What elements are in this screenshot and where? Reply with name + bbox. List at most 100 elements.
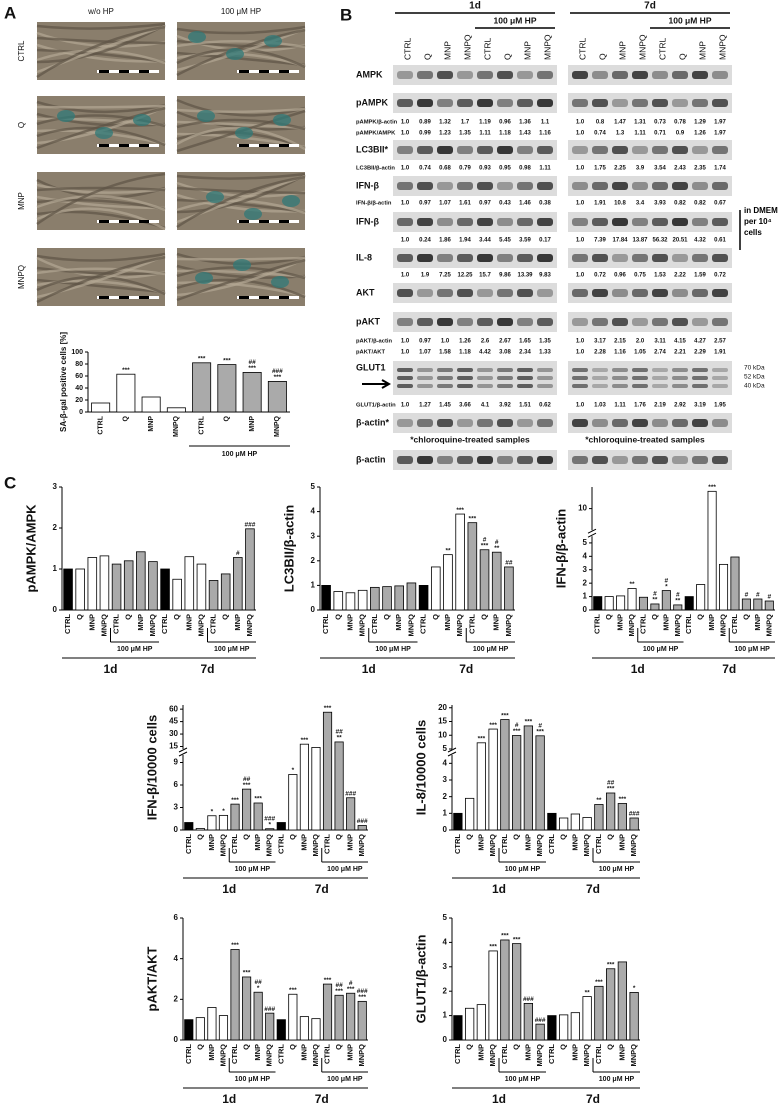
blot-band bbox=[537, 218, 553, 226]
significance-label: *** bbox=[335, 988, 343, 995]
blot-band bbox=[672, 254, 688, 262]
axis-break bbox=[178, 747, 188, 757]
blot-band bbox=[652, 254, 668, 262]
blot-strip bbox=[393, 312, 557, 332]
blot-label: LC3BII* bbox=[356, 144, 389, 154]
quant-value: 1.51 bbox=[519, 403, 531, 409]
blot-band bbox=[517, 368, 533, 372]
bar bbox=[195, 1017, 205, 1041]
group-label: 1d bbox=[492, 1092, 506, 1106]
blot-band bbox=[652, 384, 668, 388]
blot-band bbox=[537, 318, 553, 326]
blot-band bbox=[457, 318, 473, 326]
blot-band bbox=[457, 289, 473, 297]
stained-cell bbox=[133, 114, 151, 126]
x-tick-label: Q bbox=[195, 1044, 204, 1050]
blot-band bbox=[712, 289, 728, 297]
quant-value: 2.74 bbox=[654, 350, 666, 356]
significance-label: ### bbox=[357, 988, 368, 995]
blot-band bbox=[417, 456, 433, 464]
y-tick-label: 2 bbox=[443, 986, 448, 995]
significance-label: *** bbox=[607, 786, 615, 793]
significance-label: ### bbox=[245, 522, 256, 529]
marker-label: 52 kDa bbox=[744, 374, 765, 381]
significance-label: *** bbox=[231, 797, 239, 804]
group-label: 7d bbox=[586, 882, 600, 896]
cell-texture bbox=[176, 118, 306, 131]
marker-label: 40 kDa bbox=[744, 383, 765, 390]
x-tick-label: MNP bbox=[523, 834, 532, 851]
bar bbox=[453, 812, 463, 831]
x-tick-label: MNP bbox=[346, 834, 355, 851]
blot-strip bbox=[393, 248, 557, 268]
treatment-label: 100 μM HP bbox=[214, 646, 250, 653]
blot-strip bbox=[393, 93, 557, 113]
bar bbox=[311, 1018, 321, 1041]
blot-band bbox=[592, 376, 608, 380]
x-tick-label: MNPQ bbox=[357, 1044, 366, 1067]
bar bbox=[321, 585, 331, 611]
scale-bar-tick bbox=[259, 144, 269, 147]
bar bbox=[217, 364, 237, 413]
blot-band bbox=[417, 146, 433, 154]
x-tick-label: Q bbox=[465, 1044, 474, 1050]
significance-label: * bbox=[211, 808, 214, 815]
y-tick-label: 2 bbox=[311, 556, 316, 565]
scale-bar-tick bbox=[239, 70, 249, 73]
y-tick-label: 6 bbox=[174, 780, 179, 789]
blot-band bbox=[632, 182, 648, 190]
quant-value: 10.8 bbox=[614, 201, 626, 207]
bar bbox=[357, 1000, 367, 1041]
quant-value: 1.35 bbox=[459, 131, 471, 137]
quant-value: 4.32 bbox=[694, 238, 706, 244]
blot-band bbox=[632, 456, 648, 464]
blot-band bbox=[672, 182, 688, 190]
y-tick-label: 10 bbox=[438, 730, 447, 739]
blot-band bbox=[652, 368, 668, 372]
quant-value: 0.75 bbox=[634, 273, 646, 279]
bar bbox=[245, 528, 255, 611]
blot-band bbox=[477, 376, 493, 380]
blot-band bbox=[397, 71, 413, 79]
quant-value: 0.67 bbox=[714, 201, 726, 207]
x-tick-label: CTRL bbox=[97, 415, 104, 434]
blot-band bbox=[692, 218, 708, 226]
bar bbox=[299, 743, 309, 831]
quant-value: 1.76 bbox=[634, 403, 646, 409]
bar bbox=[218, 1015, 229, 1041]
x-tick-label: Q bbox=[75, 614, 84, 620]
cell-texture bbox=[176, 172, 306, 180]
significance-label: ** bbox=[337, 735, 343, 742]
quant-value: 9.83 bbox=[539, 273, 551, 279]
bar bbox=[334, 994, 344, 1041]
blot-band bbox=[437, 71, 453, 79]
x-tick-label: CTRL bbox=[276, 1044, 285, 1064]
bar bbox=[570, 1012, 581, 1041]
significance-label: *** bbox=[243, 782, 251, 789]
quant-value: 0.61 bbox=[714, 238, 726, 244]
blot-band bbox=[477, 146, 493, 154]
footnote: *chloroquine-treated samples bbox=[585, 434, 705, 444]
group-label: 1d bbox=[469, 1, 481, 12]
quant-value: 2.29 bbox=[694, 350, 706, 356]
blot-band bbox=[632, 376, 648, 380]
bar bbox=[535, 735, 545, 831]
blot-band bbox=[712, 146, 728, 154]
blot-band bbox=[437, 146, 453, 154]
significance-label: ## bbox=[607, 780, 615, 787]
y-tick-label: 5 bbox=[443, 913, 448, 922]
stained-cell bbox=[226, 48, 244, 60]
y-tick-label: 3 bbox=[443, 775, 448, 784]
blot-band bbox=[632, 419, 648, 427]
significance-label: # bbox=[236, 550, 240, 557]
blot-band bbox=[437, 254, 453, 262]
significance-label: # bbox=[767, 594, 771, 601]
blot-band bbox=[497, 99, 513, 107]
cell-texture bbox=[36, 267, 166, 276]
quant-value: 1.53 bbox=[654, 273, 666, 279]
significance-label: ### bbox=[345, 790, 356, 797]
x-tick-label: CTRL bbox=[594, 834, 603, 854]
x-tick-label: MNPQ bbox=[245, 614, 254, 637]
y-tick-label: 2 bbox=[53, 523, 58, 532]
group-label: 1d bbox=[103, 662, 117, 676]
